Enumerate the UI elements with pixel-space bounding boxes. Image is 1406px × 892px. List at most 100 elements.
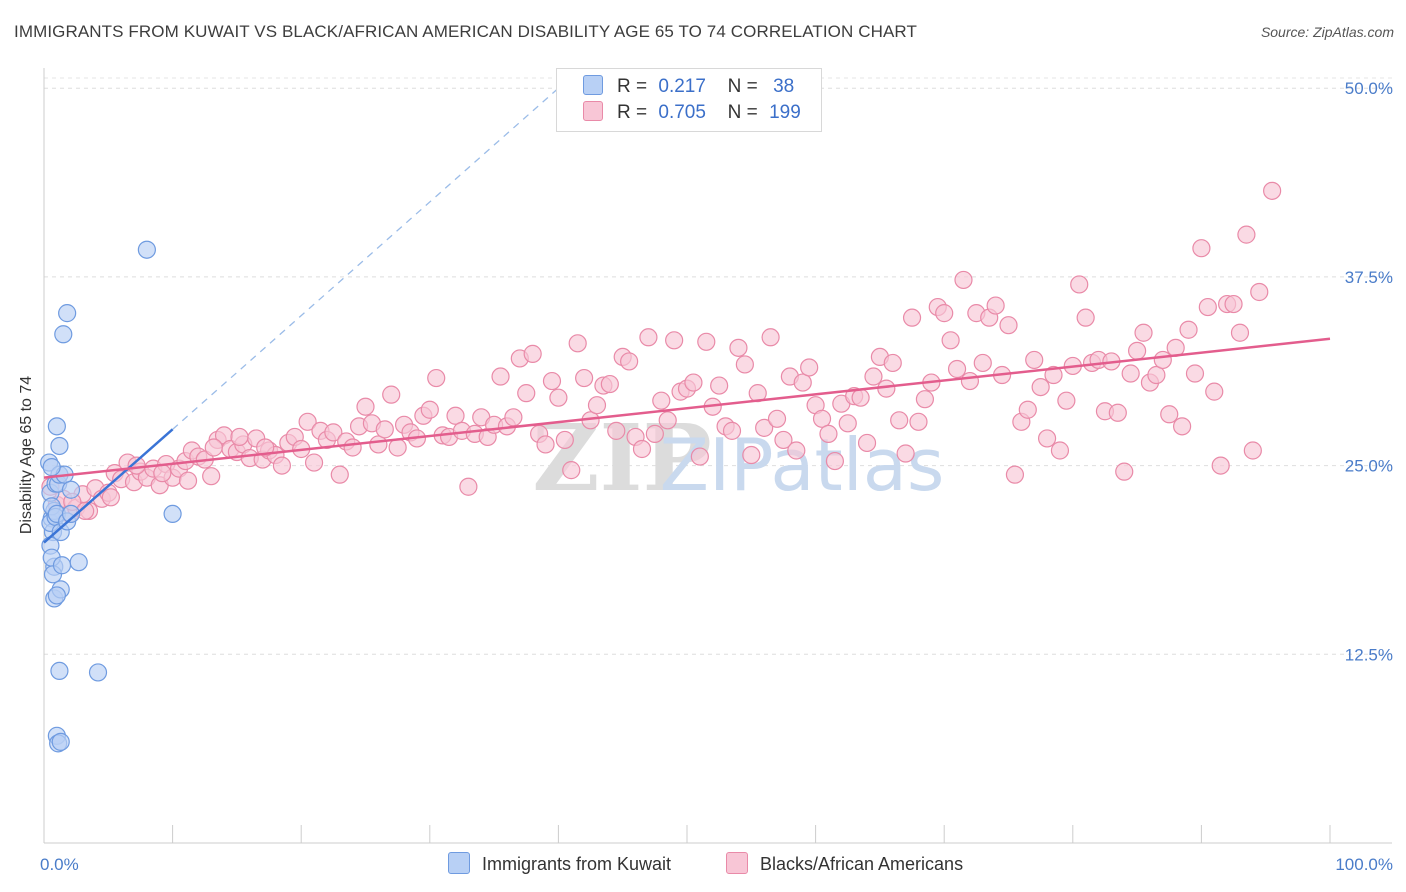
series-immigrants-from-kuwait xyxy=(40,240,182,753)
kuwait-point xyxy=(61,480,81,499)
black-point xyxy=(909,412,928,431)
y-tick-label: 50.0% xyxy=(1345,79,1393,98)
black-point xyxy=(1211,456,1230,475)
black-point xyxy=(575,368,594,388)
black-point xyxy=(735,355,754,374)
black-point xyxy=(1050,441,1070,460)
black-point xyxy=(446,406,465,425)
black-point xyxy=(1153,350,1172,370)
trend-line-kuwait xyxy=(43,428,174,544)
black-point xyxy=(697,332,716,351)
black-point xyxy=(517,384,536,403)
kuwait-point xyxy=(61,504,81,524)
n-value-kuwait: 38 xyxy=(773,76,795,97)
legend-label-kuwait: Immigrants from Kuwait xyxy=(482,854,672,874)
trend-line-black xyxy=(43,337,1331,479)
black-point xyxy=(877,379,896,398)
kuwait-point xyxy=(137,240,156,259)
y-tick-label: 12.5% xyxy=(1345,645,1393,664)
black-point xyxy=(973,353,992,373)
black-point xyxy=(812,409,832,428)
black-point xyxy=(774,430,793,450)
black-point xyxy=(1108,403,1127,422)
black-point xyxy=(761,328,780,347)
black-point xyxy=(369,435,388,454)
x-tick-label-max: 100.0% xyxy=(1335,855,1393,874)
r-value-kuwait: 0.217 xyxy=(658,76,706,97)
tick-labels: 12.5% 25.0% 37.5% 50.0% 0.0% 100.0% xyxy=(40,79,1393,874)
black-point xyxy=(1243,441,1262,460)
trend-line-kuwait-extension xyxy=(172,87,559,430)
black-point xyxy=(1173,417,1192,436)
black-point xyxy=(710,376,729,395)
black-point xyxy=(838,414,857,433)
black-point xyxy=(587,396,607,415)
y-tick-label: 25.0% xyxy=(1345,457,1393,476)
black-point xyxy=(607,421,626,440)
legend-swatch-kuwait xyxy=(448,852,470,874)
black-point xyxy=(568,334,587,353)
n-value-black: 199 xyxy=(769,102,801,123)
black-point xyxy=(1147,365,1166,385)
black-point xyxy=(356,397,375,416)
source-label: Source: ZipAtlas.com xyxy=(1260,24,1394,40)
black-point xyxy=(851,388,870,407)
black-point xyxy=(388,438,407,457)
black-point xyxy=(504,408,523,427)
legend-item-kuwait[interactable]: Immigrants from Kuwait xyxy=(448,852,671,875)
black-point xyxy=(304,453,324,472)
black-point xyxy=(857,433,877,453)
black-point xyxy=(800,358,819,377)
black-point xyxy=(658,411,677,430)
black-point xyxy=(491,367,510,386)
black-point xyxy=(343,438,362,457)
black-point xyxy=(639,328,658,347)
n-label: N = xyxy=(727,102,758,123)
black-point xyxy=(101,488,120,507)
black-point xyxy=(722,421,742,440)
black-point xyxy=(549,388,568,407)
black-point xyxy=(1076,308,1095,327)
black-point xyxy=(1237,225,1256,244)
black-point xyxy=(1057,391,1076,410)
black-point xyxy=(787,441,806,460)
black-point xyxy=(1250,282,1269,302)
kuwait-point xyxy=(42,458,61,477)
black-point xyxy=(632,439,652,459)
black-point xyxy=(555,430,574,450)
black-point xyxy=(864,367,883,386)
black-point xyxy=(1230,323,1250,342)
black-point xyxy=(153,464,172,483)
black-point xyxy=(1224,294,1243,314)
black-point xyxy=(986,296,1005,315)
watermark-atlas: ZIPatlas xyxy=(660,423,945,507)
black-point xyxy=(954,270,973,290)
black-point xyxy=(960,371,980,391)
black-point xyxy=(256,438,275,457)
trend-lines xyxy=(43,87,1331,544)
black-point xyxy=(1070,275,1089,294)
black-point xyxy=(742,445,761,465)
black-point xyxy=(729,338,748,357)
x-tick-label-min: 0.0% xyxy=(40,855,79,874)
black-point xyxy=(1205,382,1224,401)
black-point xyxy=(1185,364,1205,383)
black-point xyxy=(935,304,954,323)
black-point xyxy=(1115,462,1134,481)
black-point xyxy=(1160,405,1179,424)
black-point xyxy=(230,427,249,447)
black-point xyxy=(459,477,478,496)
black-point xyxy=(819,424,838,443)
black-point xyxy=(1198,297,1217,317)
black-point xyxy=(272,456,292,475)
black-point xyxy=(896,444,915,463)
black-point xyxy=(825,451,844,471)
black-point xyxy=(793,373,812,392)
black-point xyxy=(890,411,909,430)
legend-item-black[interactable]: Blacks/African Americans xyxy=(726,852,963,875)
kuwait-point xyxy=(51,732,70,751)
kuwait-point xyxy=(58,304,77,323)
black-point xyxy=(684,373,703,392)
black-point xyxy=(536,435,555,454)
